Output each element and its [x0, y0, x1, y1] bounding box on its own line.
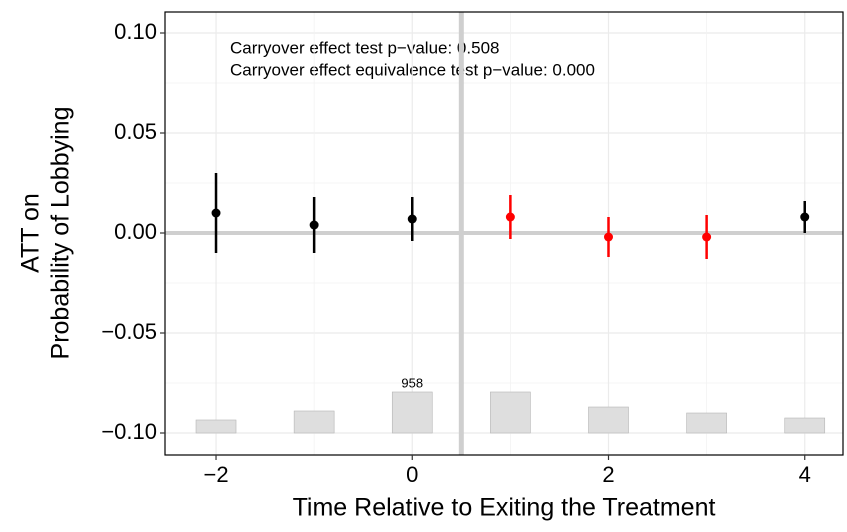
- y-tick-label: −0.10: [101, 419, 157, 444]
- count-bar: [784, 417, 826, 434]
- x-axis-label: Time Relative to Exiting the Treatment: [293, 494, 716, 522]
- y-axis-label: ATT on: [17, 193, 45, 273]
- x-tick-label: −2: [203, 462, 228, 487]
- point: [702, 232, 712, 242]
- count-bar: [588, 406, 629, 434]
- x-tick-label: 2: [602, 462, 614, 487]
- count-bar: [195, 419, 237, 434]
- point: [800, 212, 810, 222]
- x-tick-label: 4: [799, 462, 811, 487]
- y-axis-label: Probability of Lobbying: [47, 107, 75, 360]
- count-bar: [391, 391, 433, 434]
- count-bar: [293, 410, 335, 434]
- y-tick-label: 0.10: [114, 19, 157, 44]
- point: [603, 232, 613, 242]
- point: [407, 214, 417, 224]
- point: [505, 212, 515, 222]
- point: [309, 220, 319, 230]
- count-bar: [686, 412, 727, 434]
- y-tick-label: 0.05: [114, 119, 157, 144]
- count-bar: [490, 391, 531, 434]
- x-tick-label: 0: [406, 462, 418, 487]
- point: [211, 208, 221, 218]
- count-label: 958: [401, 375, 423, 390]
- annotation: Carryover effect test p−value: 0.508: [230, 38, 499, 57]
- y-tick-label: −0.05: [101, 319, 157, 344]
- y-tick-label: 0.00: [114, 219, 157, 244]
